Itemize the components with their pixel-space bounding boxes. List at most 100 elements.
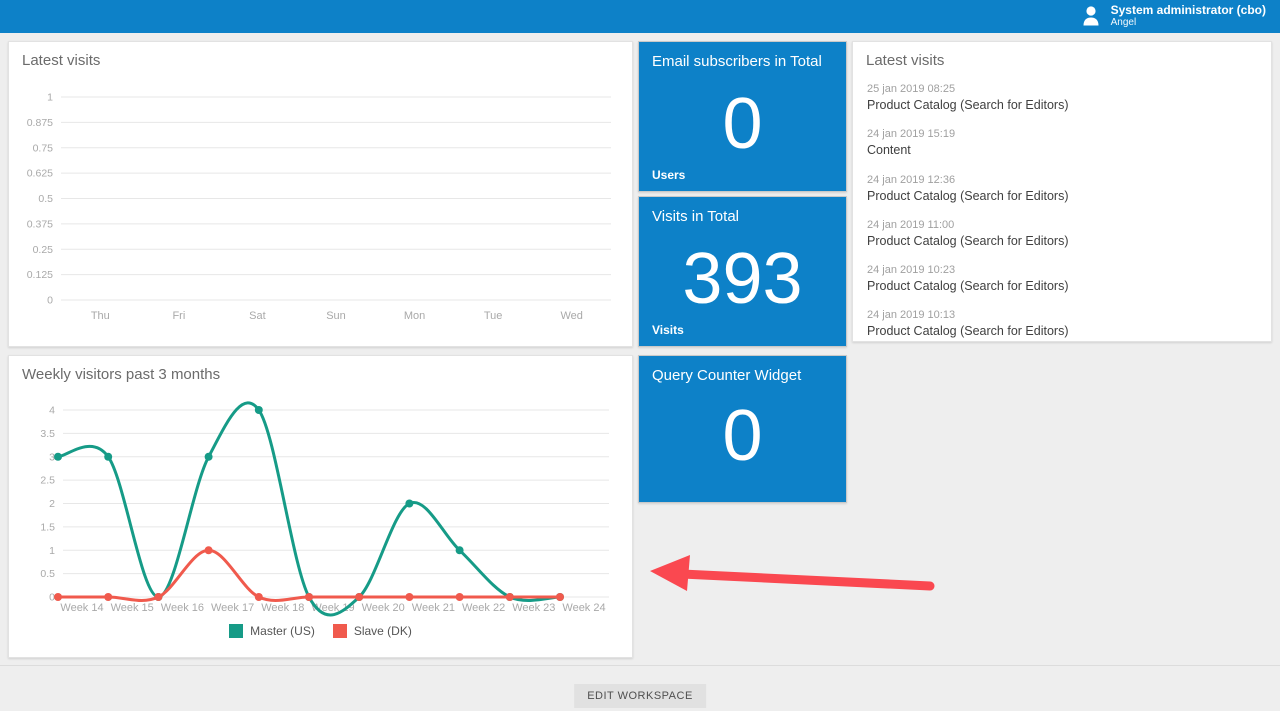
y-tick-label: 2.5 bbox=[40, 475, 55, 487]
data-point bbox=[254, 593, 263, 601]
y-tick-label: 0.375 bbox=[27, 218, 53, 230]
tile-email-subscribers: Email subscribers in Total 0 Users bbox=[638, 41, 847, 192]
y-tick-label: 3.5 bbox=[40, 428, 55, 440]
legend-label: Master (US) bbox=[250, 624, 315, 638]
user-name: System administrator (cbo) bbox=[1110, 3, 1266, 17]
tile-unit-label: Users bbox=[652, 168, 686, 182]
legend-label: Slave (DK) bbox=[353, 624, 412, 638]
series-line bbox=[56, 401, 562, 617]
top-header-bar: System administrator (cbo) Angel bbox=[0, 0, 1280, 33]
chart-legend: Master (US) Slave (DK) bbox=[9, 624, 632, 638]
x-tick-label: Tue bbox=[484, 310, 503, 322]
x-tick-label: Week 15 bbox=[111, 602, 154, 614]
y-tick-label: 1 bbox=[49, 545, 55, 557]
edit-workspace-button[interactable]: EDIT WORKSPACE bbox=[574, 684, 706, 708]
legend-swatch-slave bbox=[332, 624, 347, 638]
latest-visits-chart: 1 0.875 0.75 0.625 0.5 0.375 0.25 0.125 0 Thu Fri S… bbox=[27, 92, 611, 322]
visit-timestamp: 24 jan 2019 11:00 bbox=[867, 219, 955, 231]
data-point bbox=[305, 593, 313, 601]
x-tick-label: Week 18 bbox=[261, 602, 304, 614]
visit-page-link[interactable]: Product Catalog (Search for Editors) bbox=[867, 279, 1069, 293]
list-item: 24 jan 2019 10:23 Product Catalog (Searc… bbox=[867, 264, 1257, 294]
x-tick-label: Week 14 bbox=[60, 602, 103, 614]
user-menu[interactable]: System administrator (cbo) Angel bbox=[1080, 3, 1266, 29]
x-tick-label: Sun bbox=[326, 310, 346, 322]
x-tick-label: Sat bbox=[249, 310, 266, 322]
data-point bbox=[556, 593, 564, 601]
visit-timestamp: 24 jan 2019 15:19 bbox=[867, 128, 956, 140]
tile-title: Email subscribers in Total bbox=[652, 53, 822, 70]
y-tick-label: 1.5 bbox=[40, 521, 55, 533]
tile-value: 393 bbox=[682, 238, 803, 319]
y-tick-label: 2 bbox=[49, 498, 55, 510]
visit-timestamp: 24 jan 2019 12:36 bbox=[867, 174, 956, 186]
list-item: 24 jan 2019 15:19 Content bbox=[867, 128, 1257, 158]
latest-visits-chart-panel: Latest visits 1 0.875 0.75 0.625 0.5 0.375 0.2… bbox=[8, 41, 633, 347]
data-point bbox=[104, 593, 113, 601]
tile-visits-total: Visits in Total 393 Visits bbox=[638, 196, 847, 347]
x-tick-label: Wed bbox=[561, 310, 583, 322]
y-tick-label: 0.25 bbox=[33, 244, 54, 256]
user-icon bbox=[1083, 6, 1099, 26]
tile-value: 0 bbox=[722, 83, 763, 164]
weekly-visitors-chart: 4 3.5 3 2.5 2 1.5 1 0.5 0 Week 14 Week 15 Week 16 We… bbox=[40, 401, 609, 617]
user-subname: Angel bbox=[1110, 17, 1137, 28]
tile-title: Visits in Total bbox=[652, 208, 739, 225]
x-tick-label: Mon bbox=[404, 310, 425, 322]
y-tick-label: 0.5 bbox=[38, 193, 53, 205]
data-point bbox=[505, 593, 514, 601]
visit-page-link[interactable]: Product Catalog (Search for Editors) bbox=[867, 98, 1069, 112]
y-tick-label: 4 bbox=[49, 405, 55, 417]
y-tick-label: 3 bbox=[49, 451, 55, 463]
data-point bbox=[254, 406, 263, 414]
tile-query-counter: Query Counter Widget 0 bbox=[638, 355, 847, 503]
visit-page-link[interactable]: Content bbox=[867, 143, 911, 157]
list-item: 24 jan 2019 11:00 Product Catalog (Searc… bbox=[867, 219, 1257, 249]
data-point bbox=[54, 452, 62, 461]
legend-swatch-master bbox=[229, 624, 244, 638]
tile-title: Query Counter Widget bbox=[652, 367, 802, 384]
annotation-arrow-left bbox=[650, 555, 935, 591]
visit-timestamp: 24 jan 2019 10:13 bbox=[867, 309, 956, 321]
footer-divider bbox=[0, 665, 1280, 666]
list-item: 24 jan 2019 10:13 Product Catalog (Searc… bbox=[867, 309, 1257, 339]
y-tick-label: 0 bbox=[47, 295, 53, 307]
panel-title: Latest visits bbox=[22, 52, 101, 69]
y-tick-label: 0.125 bbox=[27, 269, 53, 281]
panel-title: Latest visits bbox=[866, 52, 945, 69]
y-tick-label: 0 bbox=[49, 592, 55, 604]
x-tick-label: Week 16 bbox=[161, 602, 204, 614]
y-tick-label: 1 bbox=[47, 92, 53, 104]
legend-item-master: Master (US) bbox=[229, 624, 315, 638]
data-point bbox=[204, 452, 213, 461]
x-tick-label: Week 17 bbox=[211, 602, 254, 614]
latest-visits-list-panel: Latest visits 25 jan 2019 08:25 Product … bbox=[852, 41, 1272, 342]
list-item: 25 jan 2019 08:25 Product Catalog (Searc… bbox=[867, 83, 1257, 113]
x-tick-label: Fri bbox=[172, 310, 185, 322]
x-tick-label: Week 21 bbox=[412, 602, 455, 614]
y-tick-label: 0.5 bbox=[40, 568, 55, 580]
y-tick-label: 0.75 bbox=[33, 142, 54, 154]
list-item: 24 jan 2019 12:36 Product Catalog (Searc… bbox=[867, 174, 1257, 204]
tile-value: 0 bbox=[722, 396, 763, 476]
x-tick-label: Week 23 bbox=[512, 602, 555, 614]
data-point bbox=[355, 593, 364, 601]
visit-page-link[interactable]: Product Catalog (Search for Editors) bbox=[867, 324, 1069, 338]
visit-timestamp: 25 jan 2019 08:25 bbox=[867, 83, 956, 95]
data-point bbox=[54, 593, 62, 601]
data-point bbox=[154, 593, 163, 601]
x-tick-label: Week 22 bbox=[462, 602, 505, 614]
visit-page-link[interactable]: Product Catalog (Search for Editors) bbox=[867, 189, 1069, 203]
data-point bbox=[405, 499, 414, 508]
visit-timestamp: 24 jan 2019 10:23 bbox=[867, 264, 956, 276]
panel-title: Weekly visitors past 3 months bbox=[22, 366, 221, 383]
data-point bbox=[204, 546, 213, 555]
data-point bbox=[104, 452, 113, 461]
data-point bbox=[455, 546, 464, 555]
data-point bbox=[405, 593, 414, 601]
user-text: System administrator (cbo) Angel bbox=[1111, 3, 1266, 29]
tile-unit-label: Visits bbox=[652, 323, 684, 337]
visit-page-link[interactable]: Product Catalog (Search for Editors) bbox=[867, 234, 1069, 248]
data-point bbox=[455, 593, 464, 601]
